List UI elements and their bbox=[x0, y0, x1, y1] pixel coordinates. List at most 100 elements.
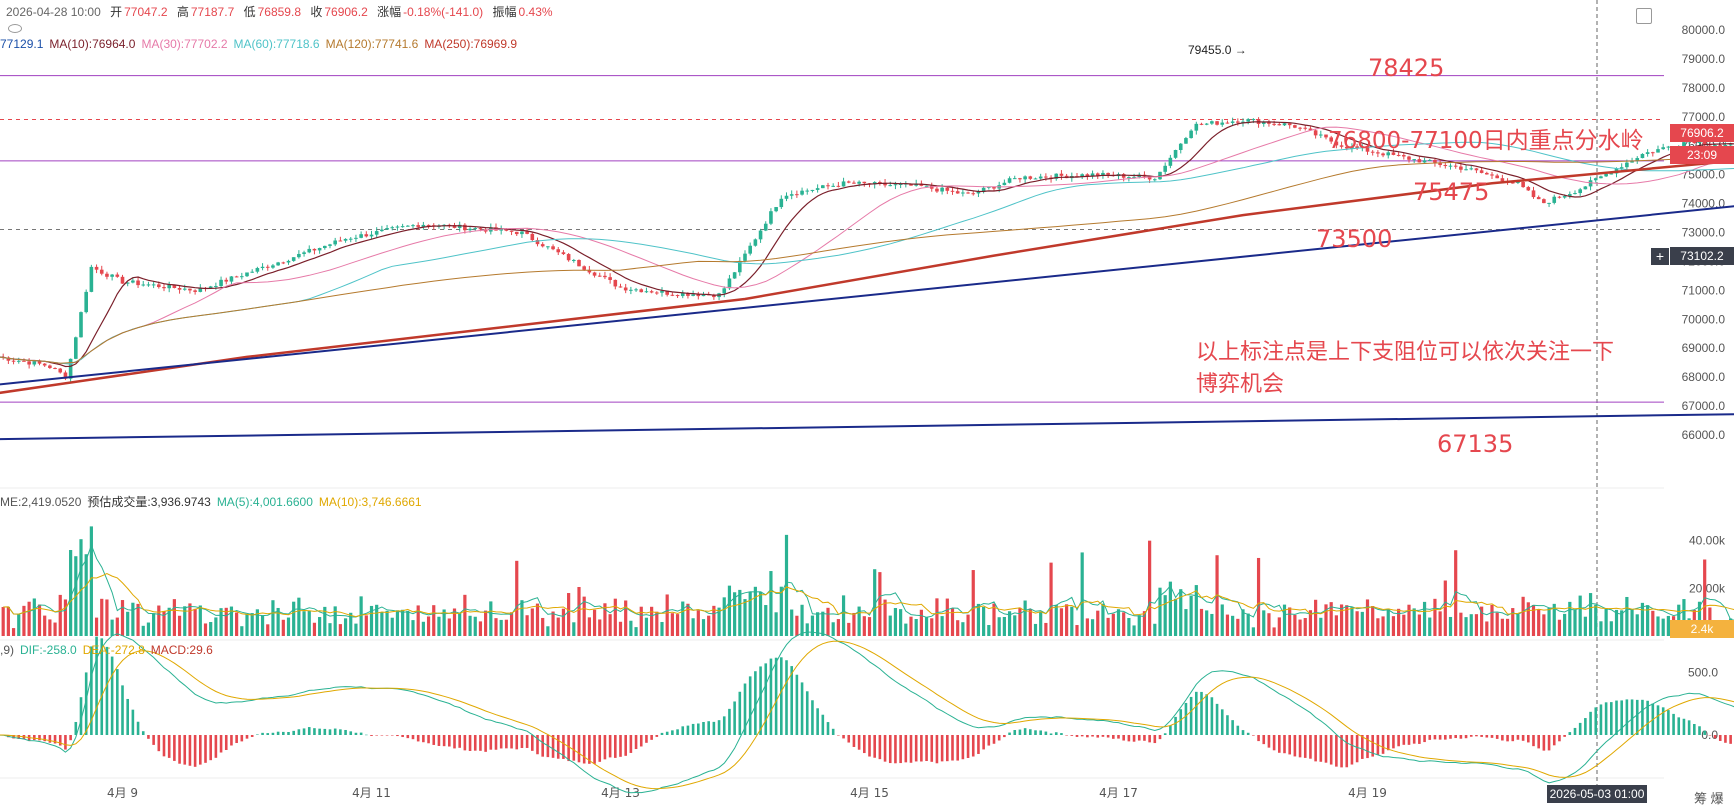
macd-bar bbox=[1542, 735, 1546, 751]
candle-body bbox=[789, 194, 794, 196]
volume-bar bbox=[266, 624, 270, 636]
fullscreen-icon[interactable] bbox=[1636, 8, 1652, 24]
volume-bar bbox=[1132, 625, 1136, 636]
volume-bar bbox=[1168, 581, 1172, 636]
volume-bar bbox=[260, 615, 265, 636]
volume-bar bbox=[1173, 598, 1178, 636]
volume-bar bbox=[1096, 610, 1100, 636]
macd-bar bbox=[1303, 735, 1307, 758]
candle-body bbox=[540, 244, 545, 247]
candle-body bbox=[338, 240, 343, 242]
volume-bar bbox=[359, 596, 363, 636]
candle-body bbox=[32, 361, 37, 365]
volume-bar bbox=[909, 616, 913, 636]
macd-bar bbox=[365, 734, 368, 736]
volume-bar bbox=[1319, 617, 1323, 636]
candle-body bbox=[1682, 142, 1686, 147]
candle-body bbox=[1153, 179, 1157, 181]
bottom-right-tools[interactable]: 筹 爆 bbox=[1694, 791, 1724, 806]
volume-bar bbox=[1241, 609, 1245, 636]
volume-bar bbox=[520, 600, 524, 636]
volume-bar bbox=[286, 617, 291, 636]
macd-bar bbox=[17, 735, 21, 739]
macd-bar bbox=[209, 735, 212, 761]
candle-body bbox=[748, 245, 752, 254]
volume-bar bbox=[561, 608, 566, 636]
candle-body bbox=[1007, 178, 1012, 183]
macd-bar bbox=[1729, 735, 1732, 744]
macd-bar bbox=[795, 674, 799, 735]
macd-bar bbox=[1361, 735, 1364, 759]
candle-body bbox=[1645, 152, 1650, 154]
macd-bar bbox=[520, 735, 524, 748]
macd-bar bbox=[531, 735, 534, 751]
candle-body bbox=[74, 337, 78, 359]
candle-body bbox=[572, 259, 576, 261]
candle-body bbox=[416, 225, 420, 227]
low-value: 76859.8 bbox=[257, 5, 301, 19]
macd-bar bbox=[1501, 735, 1504, 741]
volume-bar bbox=[53, 622, 57, 636]
candle-body bbox=[79, 312, 83, 338]
candle-body bbox=[105, 273, 109, 277]
macd-bar bbox=[1023, 728, 1027, 735]
candle-body bbox=[1033, 178, 1038, 180]
eye-icon[interactable] bbox=[8, 24, 22, 33]
candle-body bbox=[1303, 127, 1308, 129]
macd-bar bbox=[780, 657, 783, 735]
volume-bar bbox=[504, 619, 508, 636]
candle-body bbox=[743, 253, 747, 261]
volume-bar bbox=[556, 617, 560, 636]
candle-body bbox=[784, 195, 789, 199]
volume-bar bbox=[167, 607, 171, 636]
macd-bar bbox=[1620, 700, 1623, 735]
candle-body bbox=[1261, 121, 1266, 124]
macd-bar bbox=[1615, 700, 1618, 735]
volume-bar bbox=[1485, 621, 1489, 636]
volume-bar bbox=[1251, 627, 1255, 636]
macd-bar bbox=[634, 735, 638, 750]
candle-body bbox=[1448, 165, 1453, 167]
volume-ma10-line bbox=[3, 573, 1734, 618]
macd-bar bbox=[1412, 735, 1416, 744]
macd-bar bbox=[219, 735, 223, 753]
volume-bar bbox=[1422, 601, 1427, 636]
macd-bar bbox=[74, 721, 78, 735]
candle-body bbox=[675, 295, 680, 297]
change-label: 涨幅 bbox=[377, 5, 402, 19]
macd-bar bbox=[1008, 732, 1011, 735]
macd-bar bbox=[411, 735, 415, 740]
candle-body bbox=[328, 244, 332, 246]
macd-bar bbox=[328, 729, 332, 735]
volume-bar bbox=[312, 622, 317, 636]
candle-body bbox=[758, 230, 763, 240]
volume-bar bbox=[1205, 610, 1209, 636]
candle-body bbox=[1547, 202, 1551, 204]
candle-body bbox=[623, 287, 628, 291]
volume-bar bbox=[1428, 617, 1432, 636]
macd-bar bbox=[603, 735, 607, 760]
candle-body bbox=[229, 276, 234, 282]
add-level-button[interactable]: + bbox=[1651, 248, 1669, 265]
macd-bar bbox=[193, 735, 197, 767]
candle-body bbox=[317, 248, 322, 251]
date-tick-label: 4月 9 bbox=[107, 786, 138, 800]
macd-bar bbox=[562, 735, 565, 759]
volume-bar bbox=[1220, 604, 1224, 636]
volume-legend: ME:2,419.0520 预估成交量:3,936.9743 MA(5):4,001… bbox=[0, 495, 428, 509]
candle-body bbox=[1267, 121, 1271, 124]
candle-body bbox=[857, 181, 861, 184]
macd-bar bbox=[1065, 735, 1068, 736]
macd-bar bbox=[997, 735, 1001, 741]
candle-body bbox=[1599, 176, 1603, 179]
volume-bar bbox=[1153, 623, 1157, 636]
candle-body bbox=[1376, 152, 1380, 154]
macd-bar bbox=[759, 666, 762, 735]
candle-body bbox=[265, 266, 270, 268]
volume-bar bbox=[753, 586, 757, 636]
candle-body bbox=[961, 192, 965, 194]
macd-bar bbox=[1433, 735, 1437, 740]
volume-bar bbox=[22, 605, 26, 636]
